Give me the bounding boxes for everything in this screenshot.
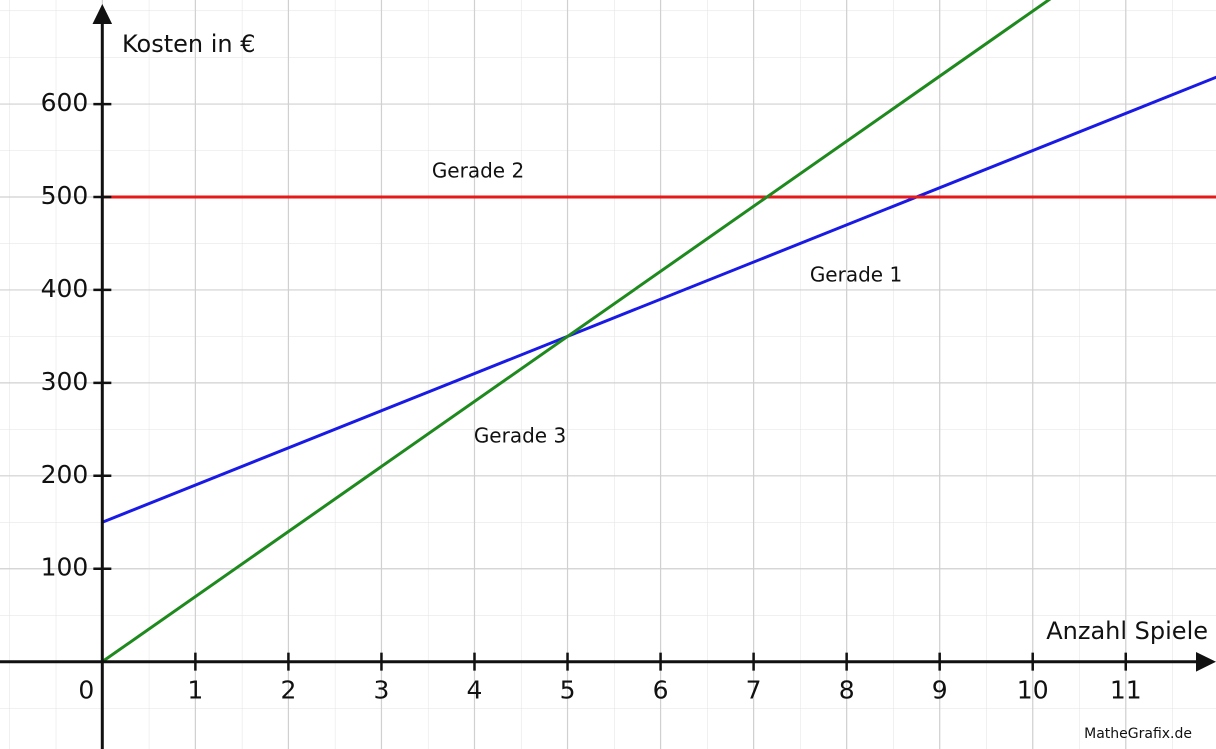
y-tick-label: 500 — [41, 181, 89, 210]
x-tick-label: 4 — [467, 676, 483, 705]
x-tick-label: 9 — [932, 676, 948, 705]
series-line — [101, 75, 1216, 524]
y-tick-label: 600 — [41, 88, 89, 117]
x-tick-label: 8 — [839, 676, 855, 705]
x-tick-label: 3 — [374, 676, 390, 705]
line-label: Gerade 1 — [810, 263, 902, 287]
x-tick-label: 7 — [746, 676, 762, 705]
y-tick-label: 100 — [41, 553, 89, 582]
x-tick-label: 6 — [653, 676, 669, 705]
y-tick-label: 400 — [41, 274, 89, 303]
x-tick-label: 1 — [187, 676, 203, 705]
x-tick-label: 10 — [1017, 676, 1049, 705]
x-tick-label: 5 — [560, 676, 576, 705]
line-label: Gerade 2 — [432, 159, 524, 183]
y-tick-label: 200 — [41, 460, 89, 489]
x-tick-label: 0 — [78, 676, 94, 705]
y-axis-label: Kosten in € — [122, 30, 256, 58]
x-axis-arrow — [1196, 652, 1216, 672]
x-tick-label: 2 — [280, 676, 296, 705]
x-axis-label: Anzahl Spiele — [1046, 617, 1208, 645]
x-tick-label: 11 — [1110, 676, 1142, 705]
series-line — [101, 0, 1052, 663]
y-tick-label: 300 — [41, 367, 89, 396]
line-label: Gerade 3 — [474, 424, 566, 448]
watermark: MatheGrafix.de — [1084, 726, 1192, 742]
y-axis-arrow — [92, 4, 113, 24]
